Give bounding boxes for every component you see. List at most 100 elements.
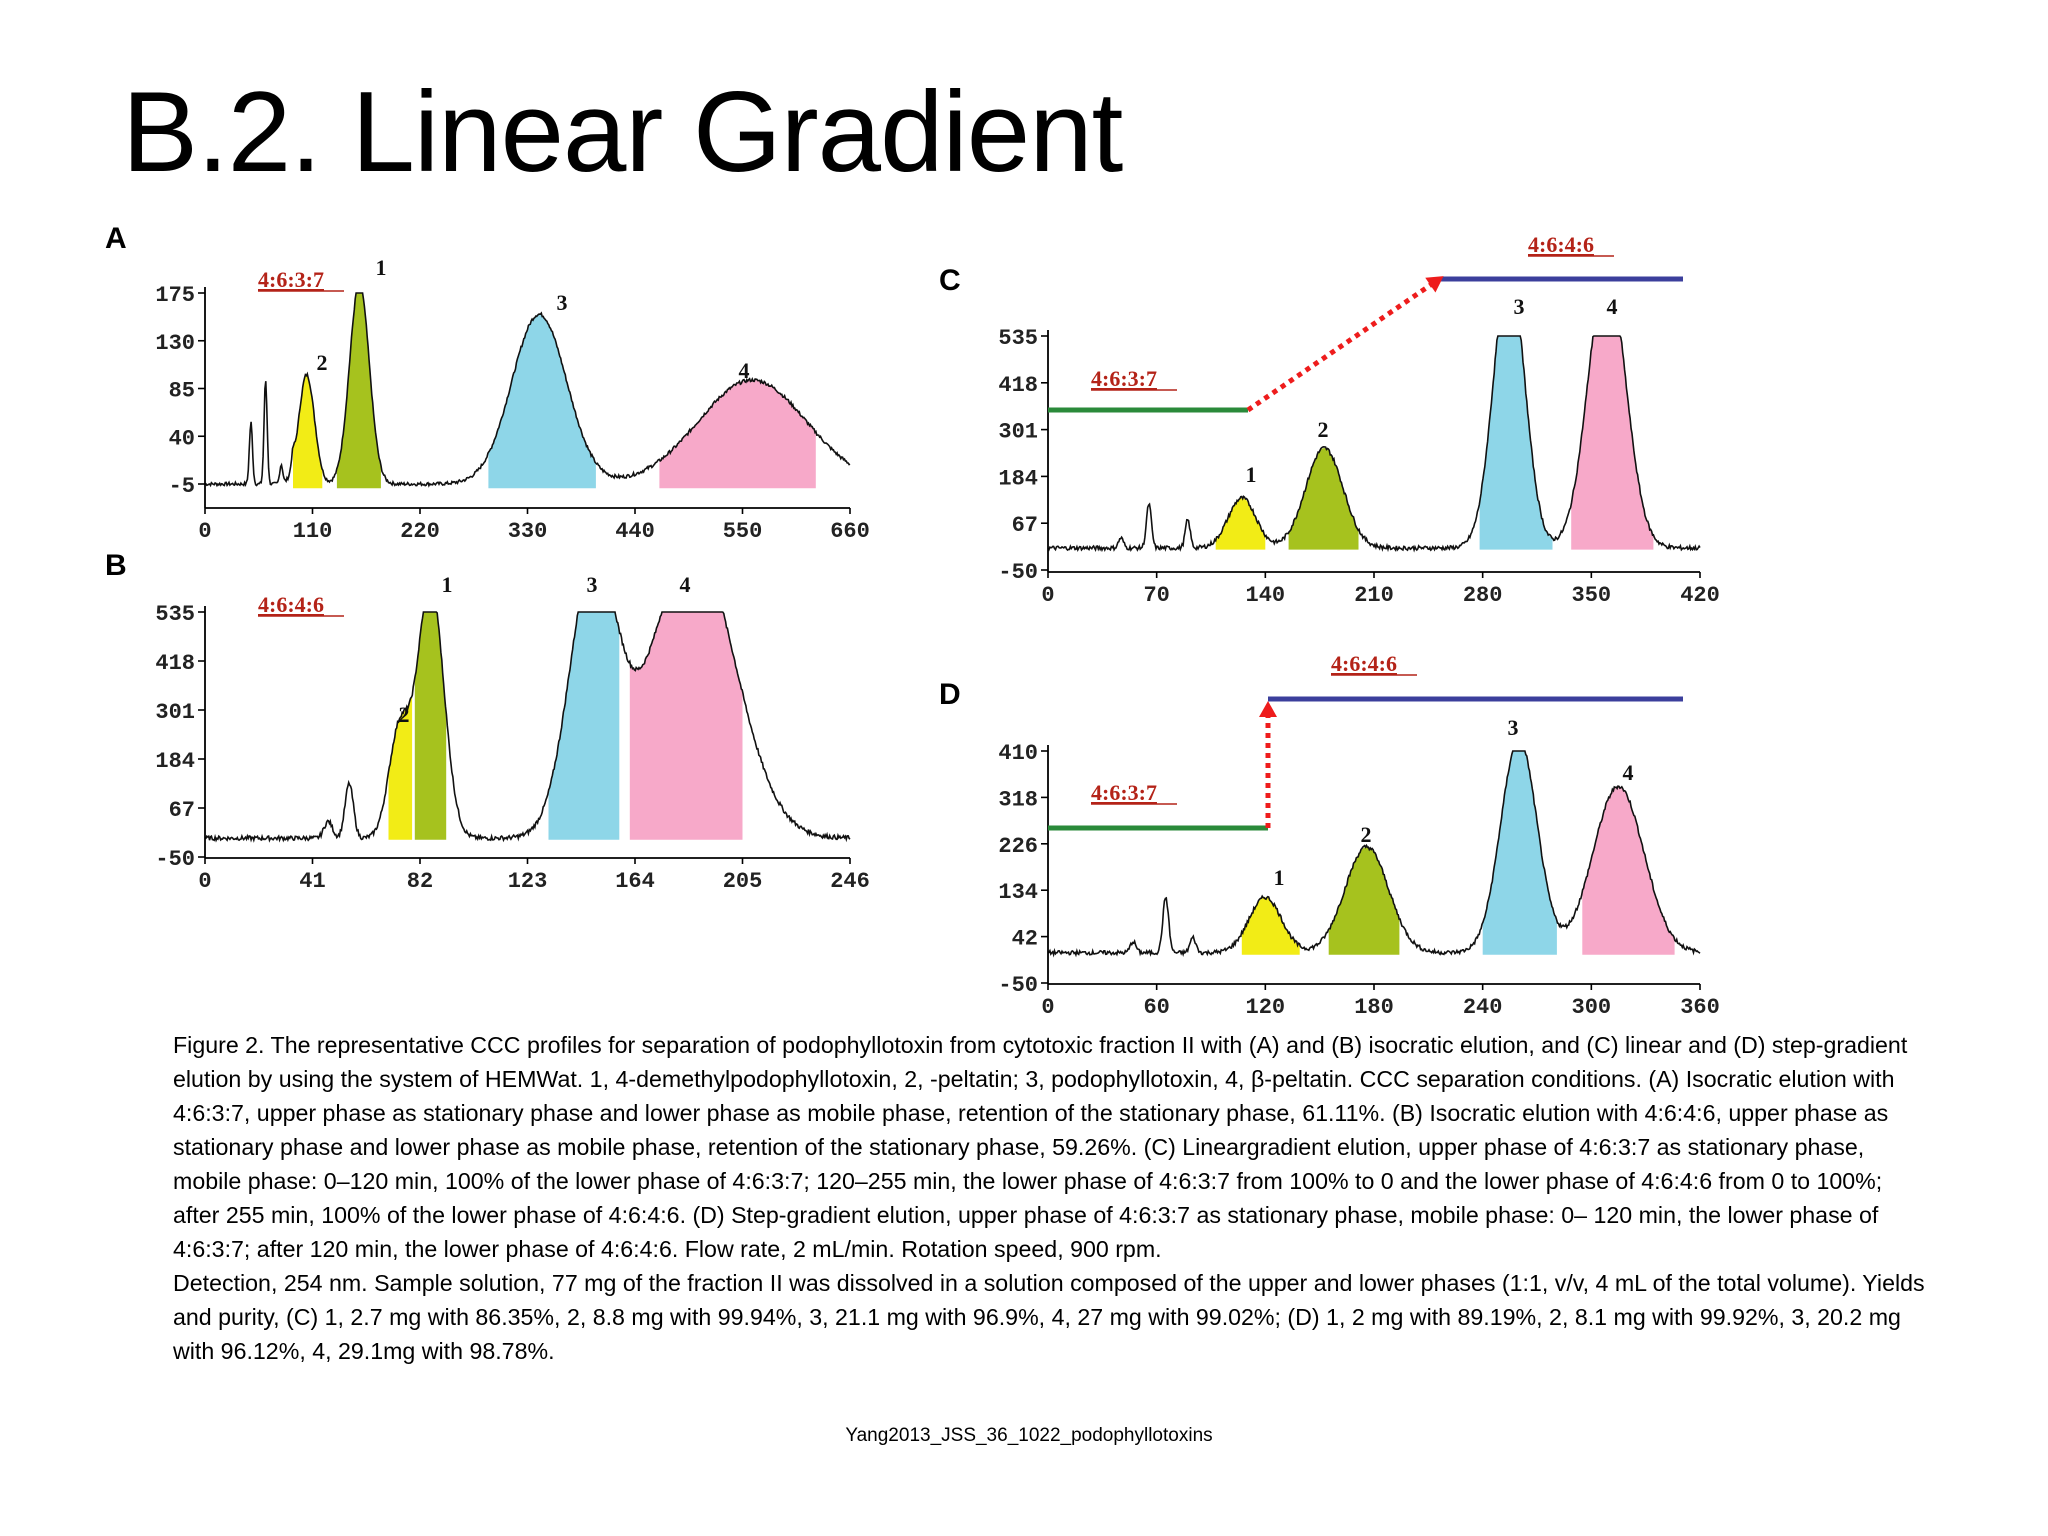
x-tick-label: 0 <box>198 869 211 894</box>
x-tick-label: 120 <box>1246 995 1286 1020</box>
peak-label-3: 3 <box>557 290 568 315</box>
panel-letter-d: D <box>939 678 961 711</box>
solvent-label: 4:6:4:6 <box>1331 651 1397 676</box>
x-tick-label: 0 <box>198 519 211 544</box>
x-tick-label: 420 <box>1680 583 1720 608</box>
x-tick-label: 164 <box>615 869 655 894</box>
arrow-head <box>1259 701 1277 717</box>
y-tick-label: 67 <box>169 798 195 823</box>
x-tick-label: 205 <box>723 869 763 894</box>
x-tick-label: 210 <box>1354 583 1394 608</box>
peak-fill-2 <box>414 612 447 840</box>
peak-fill-1 <box>293 374 323 489</box>
peak-label-3: 3 <box>587 572 598 597</box>
y-tick-label: 226 <box>998 834 1038 859</box>
x-tick-label: 280 <box>1463 583 1503 608</box>
x-tick-label: 0 <box>1041 583 1054 608</box>
y-tick-label: 184 <box>998 466 1038 491</box>
y-tick-label: 301 <box>155 700 195 725</box>
peak-fill-2 <box>1328 846 1400 955</box>
arrow-head <box>1425 276 1444 293</box>
solvent-label: 4:6:3:7 <box>258 267 324 292</box>
caption-paragraph-1: Figure 2. The representative CCC profile… <box>173 1032 1908 1262</box>
peak-label-2: 2 <box>1318 417 1329 442</box>
y-tick-label: -50 <box>998 560 1038 585</box>
peak-label-1: 1 <box>1246 462 1257 487</box>
chart-panel-c: C 535 418 301 184 67 -500 70 140 210 280 350 420 1 2 3 4… <box>939 232 1720 608</box>
peak-fill-4 <box>1571 336 1654 550</box>
y-tick-label: 418 <box>998 373 1038 398</box>
x-tick-label: 360 <box>1680 995 1720 1020</box>
panel-letter-a: A <box>105 222 127 255</box>
y-tick-label: 535 <box>155 602 195 627</box>
chart-panel-a: A 175 130 85 40 -50 110 220 330 440 550 660 1 2 3 4 4:6:… <box>105 222 870 544</box>
peak-label-2: 2 <box>399 702 410 727</box>
y-tick-label: 67 <box>1012 513 1038 538</box>
peak-label-1: 1 <box>442 572 453 597</box>
x-tick-label: 246 <box>830 869 870 894</box>
x-tick-label: 41 <box>299 869 325 894</box>
x-tick-label: 220 <box>400 519 440 544</box>
y-tick-label: 85 <box>169 379 195 404</box>
x-tick-label: 440 <box>615 519 655 544</box>
y-tick-label: 134 <box>998 880 1038 905</box>
peak-fill-1 <box>1215 498 1266 550</box>
x-tick-label: 60 <box>1143 995 1169 1020</box>
y-tick-label: 410 <box>998 741 1038 766</box>
gradient-transition-arrow <box>1246 281 1434 413</box>
peak-label-4: 4 <box>1623 760 1634 785</box>
slide-title: B.2. Linear Gradient <box>122 69 1123 196</box>
x-tick-label: 660 <box>830 519 870 544</box>
y-tick-label: -5 <box>169 474 195 499</box>
figure-caption: Figure 2. The representative CCC profile… <box>173 1028 1933 1368</box>
x-tick-label: 550 <box>723 519 763 544</box>
x-tick-label: 70 <box>1143 583 1169 608</box>
peak-label-4: 4 <box>680 572 691 597</box>
x-tick-label: 350 <box>1572 583 1612 608</box>
y-tick-label: 535 <box>998 326 1038 351</box>
peak-fill-4 <box>1582 786 1675 955</box>
peak-fill-4 <box>659 380 816 489</box>
solvent-label: 4:6:4:6 <box>258 592 324 617</box>
peak-label-1: 1 <box>1274 865 1285 890</box>
x-tick-label: 180 <box>1354 995 1394 1020</box>
panel-letter-b: B <box>105 549 127 582</box>
y-tick-label: 318 <box>998 787 1038 812</box>
peak-label-1: 1 <box>376 255 387 280</box>
source-reference: Yang2013_JSS_36_1022_podophyllotoxins <box>845 1425 1213 1446</box>
peak-fill-3 <box>548 612 620 840</box>
x-tick-label: 300 <box>1572 995 1612 1020</box>
y-tick-label: -50 <box>155 847 195 872</box>
peak-fill-3 <box>1479 336 1553 550</box>
y-tick-label: 301 <box>998 420 1038 445</box>
x-tick-label: 240 <box>1463 995 1503 1020</box>
x-tick-label: 123 <box>508 869 548 894</box>
y-tick-label: -50 <box>998 973 1038 998</box>
y-tick-label: 175 <box>155 283 195 308</box>
y-tick-label: 42 <box>1012 927 1038 952</box>
peak-fill-1 <box>388 694 413 840</box>
y-tick-label: 40 <box>169 426 195 451</box>
x-tick-label: 140 <box>1246 583 1286 608</box>
y-tick-label: 418 <box>155 651 195 676</box>
peak-fill-2 <box>336 293 381 489</box>
panel-letter-c: C <box>939 264 961 297</box>
chart-panel-d: D 410 318 226 134 42 -500 60 120 180 240 300 360 1 2 3 4… <box>939 651 1720 1020</box>
chromatogram-trace <box>204 292 851 488</box>
peak-label-2: 2 <box>317 350 328 375</box>
peak-label-4: 4 <box>1607 294 1618 319</box>
caption-paragraph-2: Detection, 254 nm. Sample solution, 77 m… <box>173 1270 1925 1364</box>
peak-fill-3 <box>1482 751 1557 955</box>
y-tick-label: 184 <box>155 749 195 774</box>
chromatogram-trace <box>1047 335 1701 553</box>
peak-label-3: 3 <box>1514 294 1525 319</box>
peak-label-2: 2 <box>1361 822 1372 847</box>
peak-label-3: 3 <box>1508 715 1519 740</box>
peak-label-4: 4 <box>739 358 750 383</box>
peak-fill-4 <box>629 612 743 840</box>
solvent-label: 4:6:3:7 <box>1091 366 1157 391</box>
x-tick-label: 330 <box>508 519 548 544</box>
chromatogram-trace <box>204 611 851 843</box>
x-tick-label: 0 <box>1041 995 1054 1020</box>
